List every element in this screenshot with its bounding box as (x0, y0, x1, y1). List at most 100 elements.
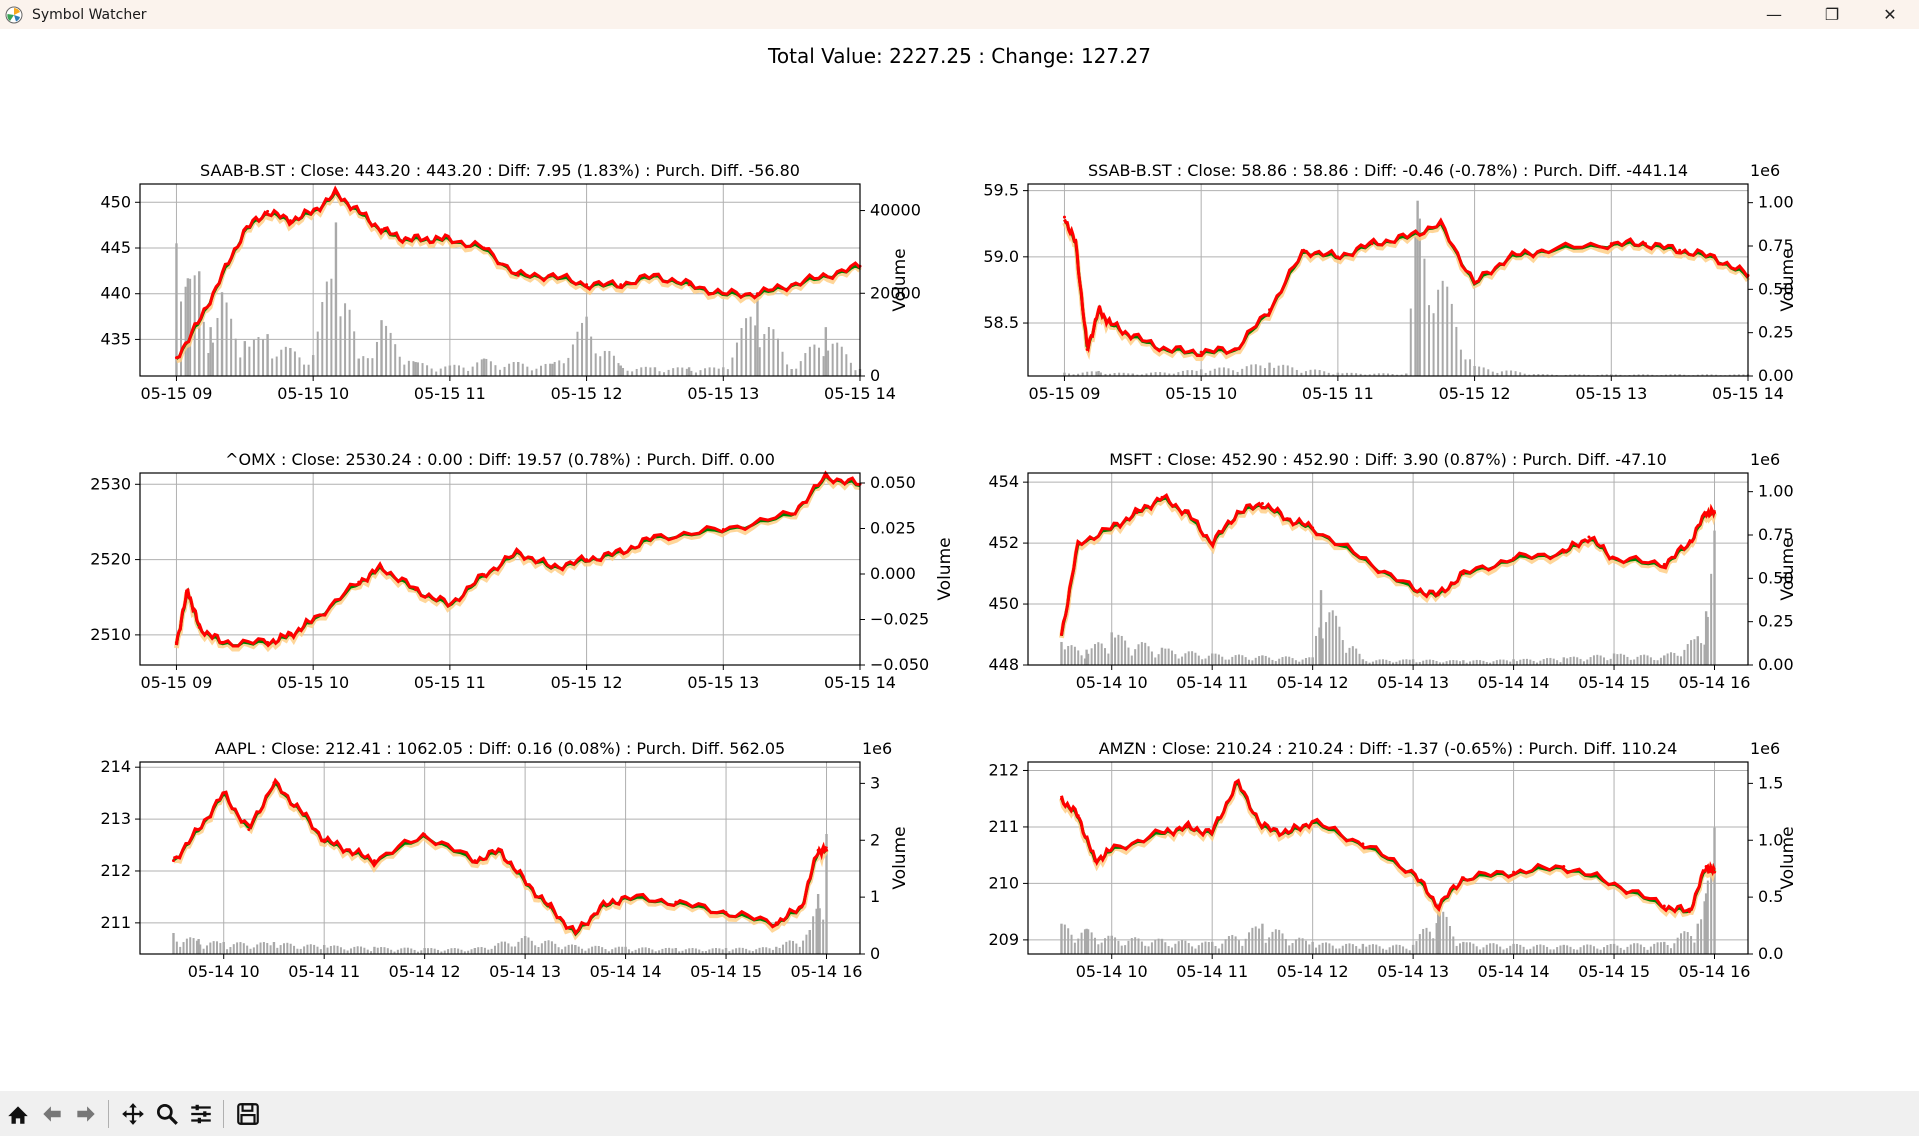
volume-bar (1491, 371, 1494, 376)
price-point (1612, 556, 1616, 560)
volume-bar (435, 371, 438, 376)
volume-bar (366, 358, 369, 376)
forward-button[interactable] (70, 1098, 102, 1130)
subplot-2[interactable]: SSAB-B.ST : Close: 58.86 : 58.86 : Diff:… (983, 161, 1798, 403)
volume-bar (1194, 652, 1197, 665)
volume-bar (1629, 659, 1632, 665)
volume-bar (353, 331, 356, 376)
restore-button[interactable]: ❐ (1803, 0, 1861, 29)
volume-bar (721, 949, 724, 954)
volume-bar (1706, 880, 1709, 954)
volume-bar (1268, 657, 1271, 665)
subplot-5[interactable]: AAPL : Close: 212.41 : 1062.05 : Diff: 0… (100, 739, 910, 981)
volume-bar (412, 361, 415, 376)
volume-bar (1197, 655, 1200, 665)
volume-bar (1515, 943, 1518, 954)
back-button[interactable] (36, 1098, 68, 1130)
volume-bar (1500, 371, 1503, 376)
volume-bar (1147, 646, 1150, 665)
volume-bar (1118, 372, 1121, 376)
volume-bar (567, 944, 570, 954)
y-tick-label: 213 (100, 809, 131, 828)
volume-bar (1705, 374, 1708, 376)
range-band (172, 778, 829, 941)
volume-bar (1728, 374, 1731, 376)
volume-bar (1700, 643, 1703, 665)
close-button[interactable]: ✕ (1861, 0, 1919, 29)
volume-bar (1099, 372, 1102, 376)
volume-bar (1582, 661, 1585, 665)
volume-bar (1656, 942, 1659, 954)
volume-bar (1241, 368, 1244, 376)
volume-bar (1509, 661, 1512, 665)
price-point (1361, 842, 1365, 846)
volume-bar (1073, 942, 1076, 954)
subplots-svg[interactable]: SAAB-B.ST : Close: 443.20 : 443.20 : Dif… (0, 100, 1919, 1000)
save-button[interactable] (232, 1098, 264, 1130)
y2-axis-label: Volume (890, 826, 910, 889)
axes-frame (1027, 761, 1749, 955)
volume-bar (816, 894, 820, 954)
volume-bar (1067, 928, 1070, 954)
volume-bar (626, 370, 629, 376)
price-point (1199, 350, 1203, 354)
configure-subplots-button[interactable] (185, 1098, 217, 1130)
x-tick-label: 05-14 12 (1277, 673, 1349, 692)
price-point (380, 228, 384, 232)
volume-bar (1388, 947, 1391, 954)
volume-bar (1241, 655, 1244, 665)
price-point (1713, 511, 1717, 515)
figure-canvas[interactable]: SAAB-B.ST : Close: 443.20 : 443.20 : Dif… (0, 100, 1919, 1000)
volume-bar (808, 930, 811, 954)
zoom-button[interactable] (151, 1098, 183, 1130)
home-button[interactable] (2, 1098, 34, 1130)
volume-bar (1160, 938, 1164, 954)
volume-bar (631, 371, 634, 376)
volume-bar (1415, 662, 1418, 665)
price-point (1260, 825, 1264, 829)
price-point (1662, 562, 1666, 566)
volume-bar (1576, 657, 1579, 665)
volume-bar (303, 364, 306, 376)
volume-bar (824, 327, 828, 376)
volume-bar (771, 949, 774, 954)
volume-bar (1646, 374, 1649, 376)
subplot-4[interactable]: MSFT : Close: 452.90 : 452.90 : Diff: 3.… (988, 450, 1798, 692)
subplot-title: SAAB-B.ST : Close: 443.20 : 443.20 : Dif… (200, 161, 800, 180)
volume-bar (325, 281, 328, 376)
volume-bar (1336, 372, 1340, 376)
volume-bar (758, 347, 761, 376)
volume-bar (1537, 374, 1540, 376)
volume-bar (581, 948, 584, 954)
subplot-1[interactable]: SAAB-B.ST : Close: 443.20 : 443.20 : Dif… (100, 161, 920, 403)
price-point (721, 292, 725, 296)
volume-bar (648, 948, 651, 954)
volume-bar (1281, 657, 1284, 665)
volume-bar (209, 327, 212, 376)
volume-bar (1304, 940, 1307, 954)
subplot-6[interactable]: AMZN : Close: 210.24 : 210.24 : Diff: -1… (988, 739, 1798, 981)
y-tick-label: 435 (100, 329, 131, 348)
price-point (585, 558, 589, 562)
price-point (1268, 308, 1272, 312)
volume-bar (313, 944, 316, 954)
volume-bar (293, 945, 296, 954)
volume-bar (207, 353, 210, 376)
volume-bar (1338, 626, 1341, 665)
volume-bar (1120, 635, 1123, 665)
volume-bar (599, 356, 602, 376)
volume-bar (1160, 647, 1164, 665)
volume-bar (1201, 659, 1204, 665)
subplot-3[interactable]: ^OMX : Close: 2530.24 : 0.00 : Diff: 19.… (90, 450, 955, 692)
volume-bar (817, 347, 820, 376)
pan-button[interactable] (117, 1098, 149, 1130)
y2-tick-label: 1.00 (1758, 482, 1794, 501)
price-point (197, 319, 201, 323)
minimize-button[interactable]: — (1745, 0, 1803, 29)
x-tick-label: 05-14 16 (1679, 673, 1751, 692)
volume-bar (329, 946, 332, 954)
volume-bar (1623, 949, 1626, 954)
volume-bar (1579, 947, 1582, 954)
volume-bar (1134, 937, 1137, 954)
volume-bar (1085, 928, 1088, 954)
